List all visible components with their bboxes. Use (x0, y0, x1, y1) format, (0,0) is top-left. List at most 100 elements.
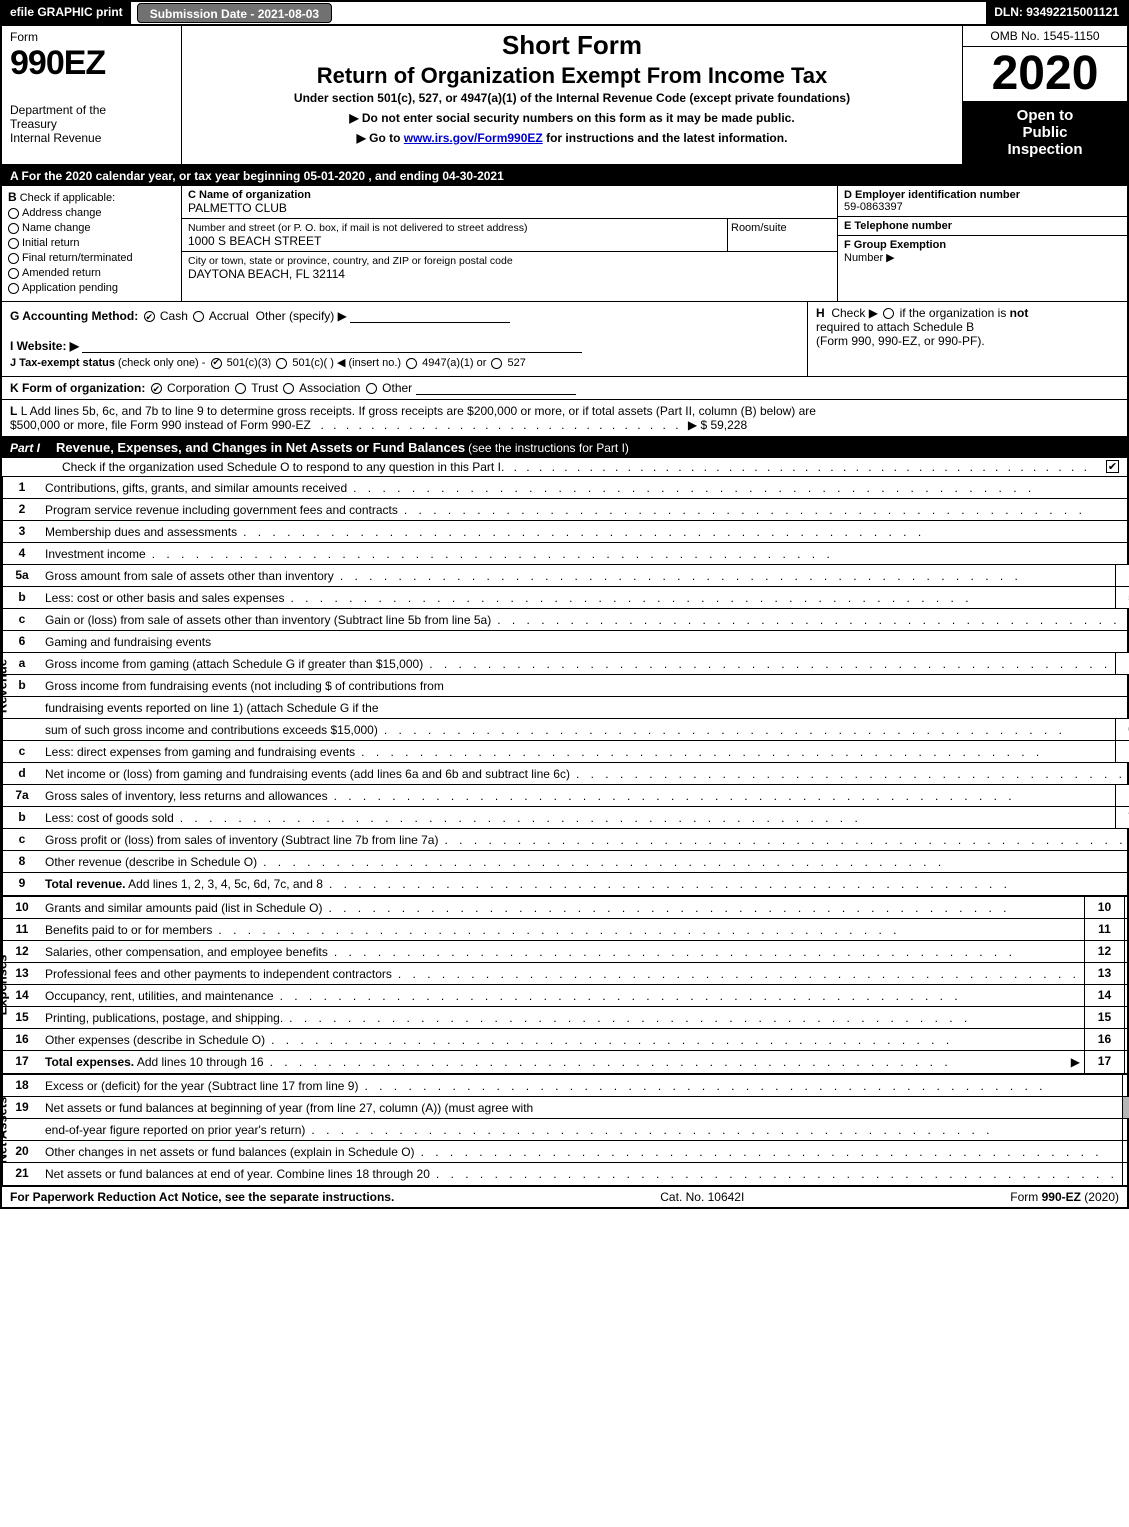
ein-value: 59-0863397 (844, 201, 1121, 213)
chk-association[interactable] (283, 383, 294, 394)
schedule-o-check-row: Check if the organization used Schedule … (2, 458, 1127, 477)
l-text-2: $500,000 or more, file Form 990 instead … (10, 418, 311, 432)
chk-527[interactable] (491, 358, 502, 369)
line-text: Other changes in net assets or fund bala… (45, 1145, 415, 1159)
k-other-blank (416, 383, 576, 395)
efile-print-button[interactable]: efile GRAPHIC print (2, 2, 131, 24)
dots: . . . . . . . . . . . . . . . . . . . . … (305, 1123, 1118, 1137)
line-number: 7a (3, 785, 41, 806)
dots: . . . . . . . . . . . . . . . . . . . . … (283, 1011, 1080, 1025)
chk-accrual[interactable] (193, 311, 204, 322)
dots: . . . . . . . . . . . . . . . . . . . . … (334, 569, 1111, 583)
part-1-instr: (see the instructions for Part I) (468, 441, 629, 455)
footer-form-pre: Form (1010, 1190, 1041, 1204)
line-number: 17 (3, 1051, 41, 1073)
shaded-cell (1122, 1097, 1129, 1118)
dots: . . . . . . . . . . . . . . . . . . . . … (347, 481, 1129, 495)
line-text: Gross income from fundraising events (no… (45, 679, 444, 693)
amount: 54,142 (1124, 1051, 1129, 1073)
chk-final-return[interactable]: Final return/terminated (8, 252, 175, 264)
line-row: 7a Gross sales of inventory, less returns… (3, 785, 1129, 807)
header-left: Form 990EZ Department of the Treasury In… (2, 26, 182, 164)
line-description: Printing, publications, postage, and shi… (41, 1007, 1084, 1028)
right-line-number: 19 (1122, 1119, 1129, 1140)
chk-name-change[interactable]: Name change (8, 222, 175, 234)
open-line-2: Public (1022, 124, 1067, 141)
line-description: Net assets or fund balances at beginning… (41, 1097, 1122, 1118)
arrow-icon: ▶ (1065, 1055, 1080, 1069)
line-row: 16Other expenses (describe in Schedule O… (3, 1029, 1129, 1051)
chk-initial-return[interactable]: Initial return (8, 237, 175, 249)
line-text: Gross income from gaming (attach Schedul… (45, 657, 423, 671)
line-row: 8Other revenue (describe in Schedule O).… (3, 851, 1129, 873)
omb-number: OMB No. 1545-1150 (963, 26, 1127, 47)
cash-label: Cash (160, 309, 188, 323)
line-description: Gaming and fundraising events (41, 631, 1129, 652)
chk-address-change[interactable]: Address change (8, 207, 175, 219)
line-text: Excess or (deficit) for the year (Subtra… (45, 1079, 358, 1093)
ssn-warning: ▶ Do not enter social security numbers o… (192, 111, 952, 125)
goto-pre: ▶ Go to (357, 131, 404, 145)
line-text: Occupancy, rent, utilities, and maintena… (45, 989, 274, 1003)
chk-4947[interactable] (406, 358, 417, 369)
line-text: Grants and similar amounts paid (list in… (45, 901, 322, 915)
form-subtitle: Under section 501(c), 527, or 4947(a)(1)… (192, 91, 952, 105)
line-row: 11Benefits paid to or for members. . . .… (3, 919, 1129, 941)
k-trust: Trust (251, 381, 278, 395)
line-row: 4Investment income. . . . . . . . . . . … (3, 543, 1129, 565)
group-exempt-label: F Group Exemption (844, 239, 946, 251)
line-number: 8 (3, 851, 41, 872)
chk-corporation[interactable] (151, 383, 162, 394)
city-value: DAYTONA BEACH, FL 32114 (188, 267, 831, 281)
city-label: City or town, state or province, country… (188, 255, 831, 267)
section-k: K Form of organization: Corporation Trus… (2, 377, 1127, 400)
right-line-number: 20 (1122, 1141, 1129, 1162)
dots: . . . . . . . . . . . . . . . . . . . . … (415, 1145, 1118, 1159)
line-number: 4 (3, 543, 41, 564)
goto-line: ▶ Go to www.irs.gov/Form990EZ for instru… (192, 131, 952, 145)
chk-h[interactable] (883, 308, 894, 319)
chk-cash[interactable] (144, 311, 155, 322)
line-text: Gross sales of inventory, less returns a… (45, 789, 328, 803)
form-word: Form (10, 30, 173, 44)
line-text: Less: cost of goods sold (45, 811, 174, 825)
line-description: fundraising events reported on line 1) (… (41, 697, 1129, 718)
chk-schedule-o[interactable]: ✔ (1106, 460, 1119, 473)
line-number: 11 (3, 919, 41, 940)
line-description: Grants and similar amounts paid (list in… (41, 897, 1084, 918)
amount: 730 (1124, 1007, 1129, 1028)
accounting-method: G Accounting Method: Cash Accrual Other … (10, 309, 799, 323)
amount: 42,798 (1124, 985, 1129, 1006)
chk-application-pending[interactable]: Application pending (8, 282, 175, 294)
line-row: fundraising events reported on line 1) (… (3, 697, 1129, 719)
other-blank (350, 311, 510, 323)
sub-line-number: 6a (1115, 653, 1129, 674)
chk-label: Amended return (22, 267, 101, 279)
line-text: Less: cost or other basis and sales expe… (45, 591, 284, 605)
line-number (3, 719, 41, 740)
chk-amended-return[interactable]: Amended return (8, 267, 175, 279)
irs-link[interactable]: www.irs.gov/Form990EZ (404, 131, 543, 145)
g-label: G Accounting Method: (10, 309, 138, 323)
chk-other-org[interactable] (366, 383, 377, 394)
addr-label: Number and street (or P. O. box, if mail… (188, 222, 721, 234)
line-description: Gross income from fundraising events (no… (41, 675, 1129, 696)
addr-value: 1000 S BEACH STREET (188, 234, 721, 248)
part-1-header: Part I Revenue, Expenses, and Changes in… (2, 437, 1127, 458)
group-exemption-row: F Group Exemption Number ▶ (838, 236, 1127, 267)
chk-501c[interactable] (276, 358, 287, 369)
expenses-table: Expenses 10Grants and similar amounts pa… (2, 897, 1127, 1075)
dots: . . . . . . . . . . . . . . . . . . . . … (438, 833, 1129, 847)
chk-501c3[interactable] (211, 358, 222, 369)
footer-left: For Paperwork Reduction Act Notice, see … (10, 1190, 394, 1204)
period-bar: A For the 2020 calendar year, or tax yea… (2, 166, 1127, 186)
submission-date-button[interactable]: Submission Date - 2021-08-03 (137, 3, 332, 23)
k-other: Other (382, 381, 412, 395)
line-text: fundraising events reported on line 1) (… (45, 701, 379, 715)
amount: 400 (1124, 963, 1129, 984)
chk-trust[interactable] (235, 383, 246, 394)
chk-label: Final return/terminated (22, 252, 133, 264)
line-description: Gross income from gaming (attach Schedul… (41, 653, 1115, 674)
dept-line-1: Department of the (10, 103, 106, 117)
amount (1124, 941, 1129, 962)
